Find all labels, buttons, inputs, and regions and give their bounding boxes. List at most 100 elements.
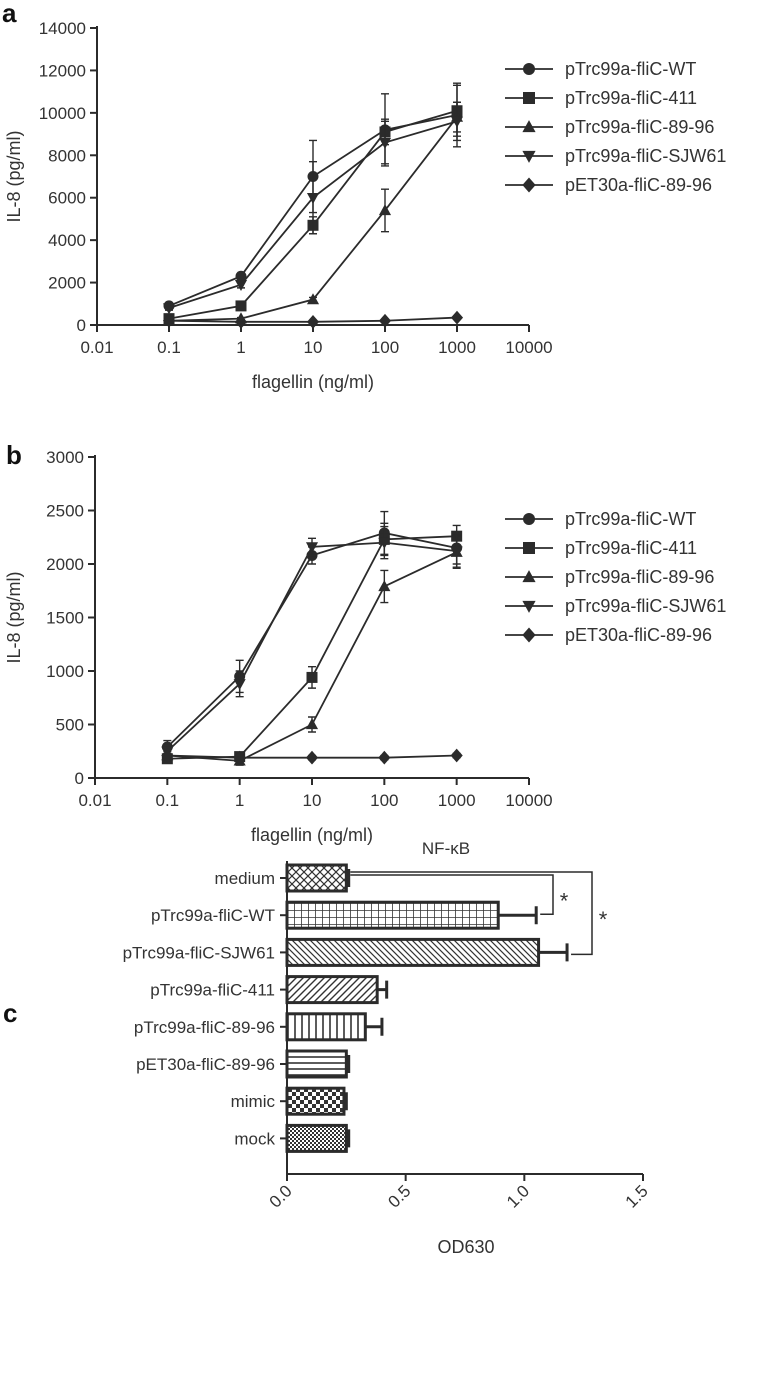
- significance-bracket: [350, 874, 554, 915]
- data-point: [162, 313, 176, 328]
- x-tick-label: 10: [303, 791, 322, 810]
- bar: [285, 863, 348, 893]
- data-point: [235, 300, 247, 312]
- data-point: [305, 750, 319, 765]
- legend-marker: [522, 150, 536, 163]
- significance-label: *: [599, 907, 608, 932]
- data-point: [233, 679, 246, 691]
- data-point: [378, 580, 391, 592]
- data-point: [450, 748, 463, 763]
- chart-title: NF-κB: [422, 839, 470, 858]
- x-tick-label: 0.01: [80, 338, 113, 357]
- data-point: [305, 718, 319, 730]
- y-tick-label: 1500: [46, 609, 84, 628]
- data-point: [162, 303, 176, 315]
- x-axis-label: flagellin (ng/ml): [251, 825, 373, 845]
- error-bar: [538, 943, 569, 962]
- x-tick-label: 0.1: [156, 791, 180, 810]
- legend: pTrc99a-fliC-WT pTrc99a-fliC-411 pTrc99a-f…: [505, 59, 726, 195]
- category-label: medium: [215, 869, 275, 888]
- error-bar: [498, 906, 538, 925]
- legend-marker: [522, 120, 536, 133]
- y-axis-label: IL-8 (pg/ml): [4, 571, 24, 663]
- legend-marker: [522, 600, 536, 613]
- legend-marker: [523, 63, 535, 75]
- legend-marker: [522, 627, 536, 643]
- category-label: pTrc99a-fliC-411: [150, 981, 275, 1000]
- x-tick-label: 100: [371, 338, 399, 357]
- x-tick-label: 1.0: [503, 1181, 533, 1211]
- legend-marker: [523, 92, 535, 104]
- series-pTrc99a-fliC-SJW61: [161, 525, 463, 759]
- series-line: [166, 532, 457, 748]
- error-bar: [377, 980, 389, 999]
- error-bar: [346, 1129, 351, 1148]
- data-point: [305, 542, 319, 554]
- legend-label: pTrc99a-fliC-89-96: [565, 567, 714, 587]
- data-point: [378, 313, 392, 328]
- error-bar: [346, 1055, 351, 1073]
- series-pET30a-fliC-89-96: [161, 748, 463, 765]
- y-tick-label: 4000: [48, 231, 86, 250]
- data-point: [378, 204, 392, 216]
- x-tick-label: 10000: [505, 338, 552, 357]
- y-tick-label: 0: [77, 316, 86, 335]
- series-pET30a-fliC-89-96: [162, 310, 464, 329]
- data-point: [306, 293, 320, 305]
- panel-b-line-chart: b 0 500 1000 1500 2000 2500 3000 0.01 0.1 1 10 100 10…: [4, 440, 726, 845]
- error-bar: [343, 1092, 348, 1111]
- data-point: [233, 750, 246, 765]
- y-tick-label: 14000: [39, 19, 86, 38]
- legend-label: pTrc99a-fliC-WT: [565, 59, 696, 79]
- significance-label: *: [560, 889, 569, 914]
- x-tick-label: 0.01: [78, 791, 111, 810]
- x-tick-label: 10: [304, 338, 323, 357]
- bar: [285, 900, 500, 930]
- y-tick-label: 12000: [39, 61, 86, 80]
- y-tick-label: 6000: [48, 189, 86, 208]
- x-tick-label: 0.5: [384, 1181, 414, 1211]
- x-axis-label: OD630: [437, 1237, 494, 1257]
- panel-a-line-chart: a 0 2000 4000 6000 8000 10000 12000 14000 0.01 0.1…: [2, 0, 726, 392]
- data-point: [378, 137, 392, 149]
- panel-c-bar-chart: c NF-κB medium pTrc99a-fliC-WT pTrc99a-fliC-…: [3, 839, 652, 1257]
- x-tick-label: 100: [370, 791, 398, 810]
- x-tick-label: 10000: [505, 791, 552, 810]
- x-tick-label: 1000: [438, 338, 476, 357]
- legend-label: pTrc99a-fliC-411: [565, 88, 697, 108]
- legend: pTrc99a-fliC-WT pTrc99a-fliC-411 pTrc99a-f…: [505, 509, 726, 645]
- x-tick-label: 1.5: [622, 1181, 652, 1211]
- legend-label: pET30a-fliC-89-96: [565, 625, 712, 645]
- legend-marker: [522, 570, 536, 583]
- data-point: [306, 314, 320, 329]
- y-tick-label: 10000: [39, 104, 86, 123]
- category-label: mimic: [231, 1092, 276, 1111]
- legend-label: pTrc99a-fliC-WT: [565, 509, 696, 529]
- significance-bracket: [350, 871, 593, 956]
- x-tick-label: 1000: [438, 791, 476, 810]
- legend-marker: [523, 513, 535, 525]
- data-point: [450, 116, 464, 128]
- category-label: pTrc99a-fliC-WT: [151, 906, 275, 925]
- y-axis-label: IL-8 (pg/ml): [4, 130, 24, 222]
- data-point: [378, 750, 391, 765]
- data-point: [234, 280, 248, 292]
- legend-label: pET30a-fliC-89-96: [565, 175, 712, 195]
- bar: [285, 1012, 367, 1042]
- category-label: pET30a-fliC-89-96: [136, 1055, 275, 1074]
- legend-marker: [522, 177, 536, 193]
- y-tick-label: 2500: [46, 502, 84, 521]
- legend-label: pTrc99a-fliC-411: [565, 538, 697, 558]
- series-pTrc99a-fliC-SJW61: [162, 101, 464, 315]
- y-tick-label: 3000: [46, 448, 84, 467]
- panel-c-letter: c: [3, 998, 17, 1028]
- bar: [285, 1049, 348, 1079]
- data-point: [234, 314, 248, 329]
- bar: [285, 975, 379, 1005]
- error-bar: [346, 869, 351, 887]
- bar: [285, 937, 541, 967]
- y-tick-label: 2000: [46, 555, 84, 574]
- data-point: [306, 671, 318, 683]
- category-label: pTrc99a-fliC-SJW61: [123, 943, 275, 962]
